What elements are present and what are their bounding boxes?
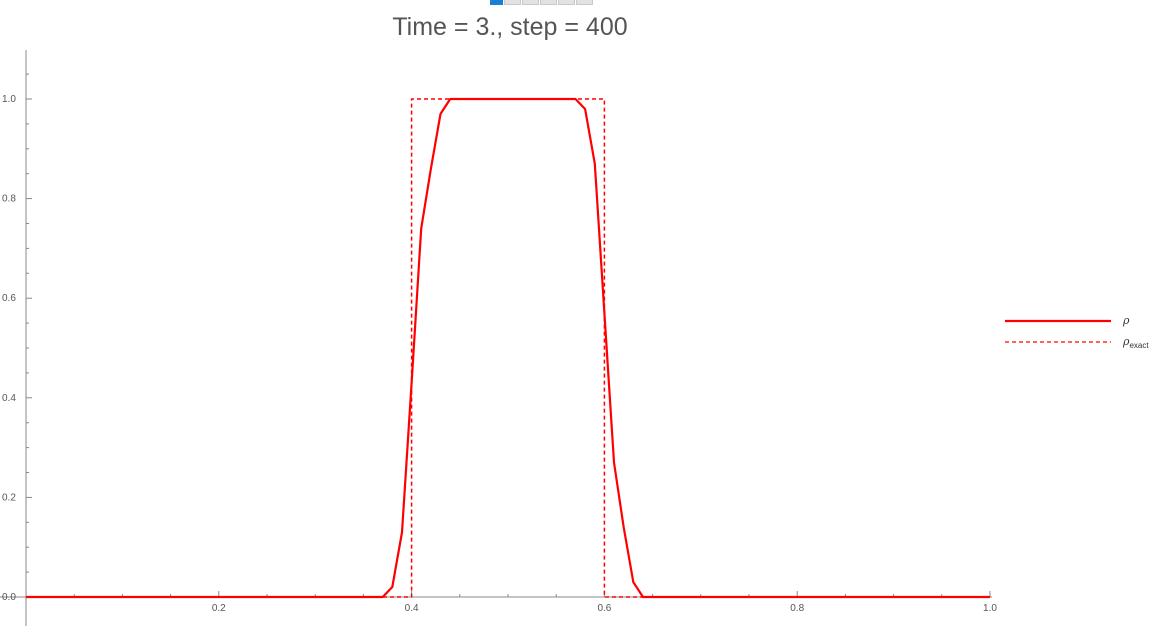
slider-cell[interactable]	[540, 0, 557, 5]
x-tick-label: 0.6	[597, 603, 611, 614]
x-tick-label: 0.4	[405, 603, 419, 614]
y-tick-label: 0.2	[2, 492, 16, 503]
x-tick-label: 0.2	[212, 603, 226, 614]
x-tick-label: 0.8	[790, 603, 804, 614]
y-tick-label: 0.0	[2, 592, 16, 603]
slider-cell-active[interactable]	[490, 0, 503, 5]
y-tick-label: 0.8	[2, 194, 16, 205]
animation-frame-slider[interactable]	[490, 0, 593, 5]
y-tick-label: 0.4	[2, 393, 16, 404]
y-tick-label: 1.0	[2, 94, 16, 105]
chart-title: Time = 3., step = 400	[392, 13, 628, 41]
legend-label: ρexact	[1122, 335, 1149, 350]
series-line-rho	[26, 97, 990, 599]
y-tick-label: 0.6	[2, 293, 16, 304]
slider-cell[interactable]	[558, 0, 575, 5]
x-tick-label: 1.0	[983, 603, 997, 614]
legend-subscript: exact	[1129, 341, 1149, 350]
slider-cell[interactable]	[576, 0, 593, 5]
slider-cell[interactable]	[522, 0, 539, 5]
legend-label: ρ	[1122, 314, 1130, 327]
slider-cell[interactable]	[504, 0, 521, 5]
series-line-exact	[26, 98, 990, 598]
